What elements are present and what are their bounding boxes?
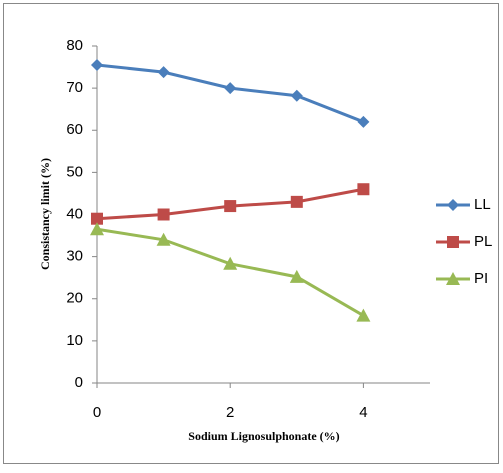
marker	[156, 232, 171, 246]
y-tick-label: 50	[66, 163, 83, 180]
marker	[446, 272, 460, 285]
marker	[447, 199, 459, 211]
marker	[157, 208, 170, 221]
marker	[290, 89, 303, 102]
marker	[224, 82, 237, 95]
marker	[224, 200, 237, 213]
x-tick-label: 4	[359, 404, 367, 421]
y-tick-label: 60	[66, 121, 83, 138]
x-tick-label: 0	[93, 404, 101, 421]
frame	[3, 3, 499, 464]
legend-label: PI	[474, 270, 488, 287]
marker	[447, 236, 459, 248]
marker	[356, 308, 371, 322]
marker	[91, 58, 103, 71]
y-tick-label: 70	[66, 79, 83, 96]
marker	[290, 195, 303, 208]
marker	[223, 256, 238, 270]
marker	[289, 269, 304, 283]
x-axis-title: Sodium Lignosulphonate (%)	[188, 429, 339, 443]
x-tick-label: 2	[226, 404, 234, 421]
y-axis-title: Consistancy limit (%)	[38, 158, 52, 270]
marker	[90, 222, 104, 236]
y-tick-label: 0	[75, 374, 83, 391]
marker	[91, 212, 103, 225]
y-tick-label: 30	[66, 248, 83, 265]
legend-label: PL	[474, 233, 492, 250]
y-tick-label: 10	[66, 332, 83, 349]
marker	[357, 115, 370, 128]
legend-label: LL	[474, 196, 491, 213]
marker	[157, 66, 170, 79]
y-tick-label: 80	[66, 37, 83, 54]
y-tick-label: 40	[66, 205, 83, 222]
marker	[357, 183, 370, 196]
y-tick-label: 20	[66, 290, 83, 307]
